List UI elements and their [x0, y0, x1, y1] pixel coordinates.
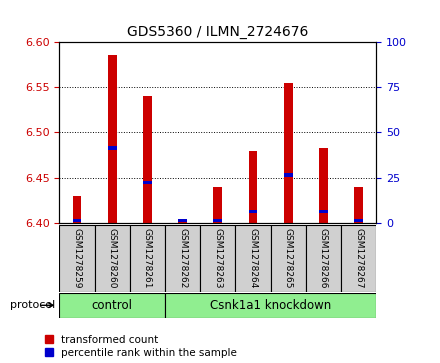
- Text: GSM1278259: GSM1278259: [73, 228, 81, 289]
- Bar: [249, 210, 257, 213]
- Bar: [341, 225, 376, 292]
- Bar: [200, 225, 235, 292]
- Bar: [235, 225, 271, 292]
- Bar: [73, 196, 81, 223]
- Text: GSM1278265: GSM1278265: [284, 228, 293, 289]
- Text: Csnk1a1 knockdown: Csnk1a1 knockdown: [210, 299, 331, 312]
- Bar: [284, 82, 293, 223]
- Bar: [319, 148, 328, 223]
- Bar: [284, 174, 293, 177]
- Bar: [95, 225, 130, 292]
- Bar: [143, 96, 152, 223]
- Bar: [130, 225, 165, 292]
- Bar: [165, 225, 200, 292]
- Bar: [73, 219, 81, 223]
- Legend: transformed count, percentile rank within the sample: transformed count, percentile rank withi…: [45, 335, 237, 358]
- Bar: [165, 293, 376, 318]
- Bar: [213, 187, 222, 223]
- Bar: [213, 219, 222, 223]
- Bar: [178, 219, 187, 223]
- Bar: [306, 225, 341, 292]
- Text: GSM1278266: GSM1278266: [319, 228, 328, 289]
- Bar: [59, 225, 95, 292]
- Bar: [271, 225, 306, 292]
- Text: GSM1278262: GSM1278262: [178, 228, 187, 289]
- Text: GSM1278260: GSM1278260: [108, 228, 117, 289]
- Bar: [108, 55, 117, 223]
- Text: GSM1278264: GSM1278264: [249, 228, 257, 289]
- Bar: [59, 293, 165, 318]
- Bar: [354, 187, 363, 223]
- Bar: [108, 146, 117, 150]
- Bar: [249, 151, 257, 223]
- Bar: [143, 181, 152, 184]
- Bar: [178, 221, 187, 223]
- Text: control: control: [92, 299, 133, 312]
- Text: protocol: protocol: [10, 300, 55, 310]
- Text: GSM1278267: GSM1278267: [354, 228, 363, 289]
- Bar: [319, 210, 328, 213]
- Text: GSM1278261: GSM1278261: [143, 228, 152, 289]
- Bar: [354, 219, 363, 223]
- Text: GSM1278263: GSM1278263: [213, 228, 222, 289]
- Title: GDS5360 / ILMN_2724676: GDS5360 / ILMN_2724676: [127, 25, 308, 39]
